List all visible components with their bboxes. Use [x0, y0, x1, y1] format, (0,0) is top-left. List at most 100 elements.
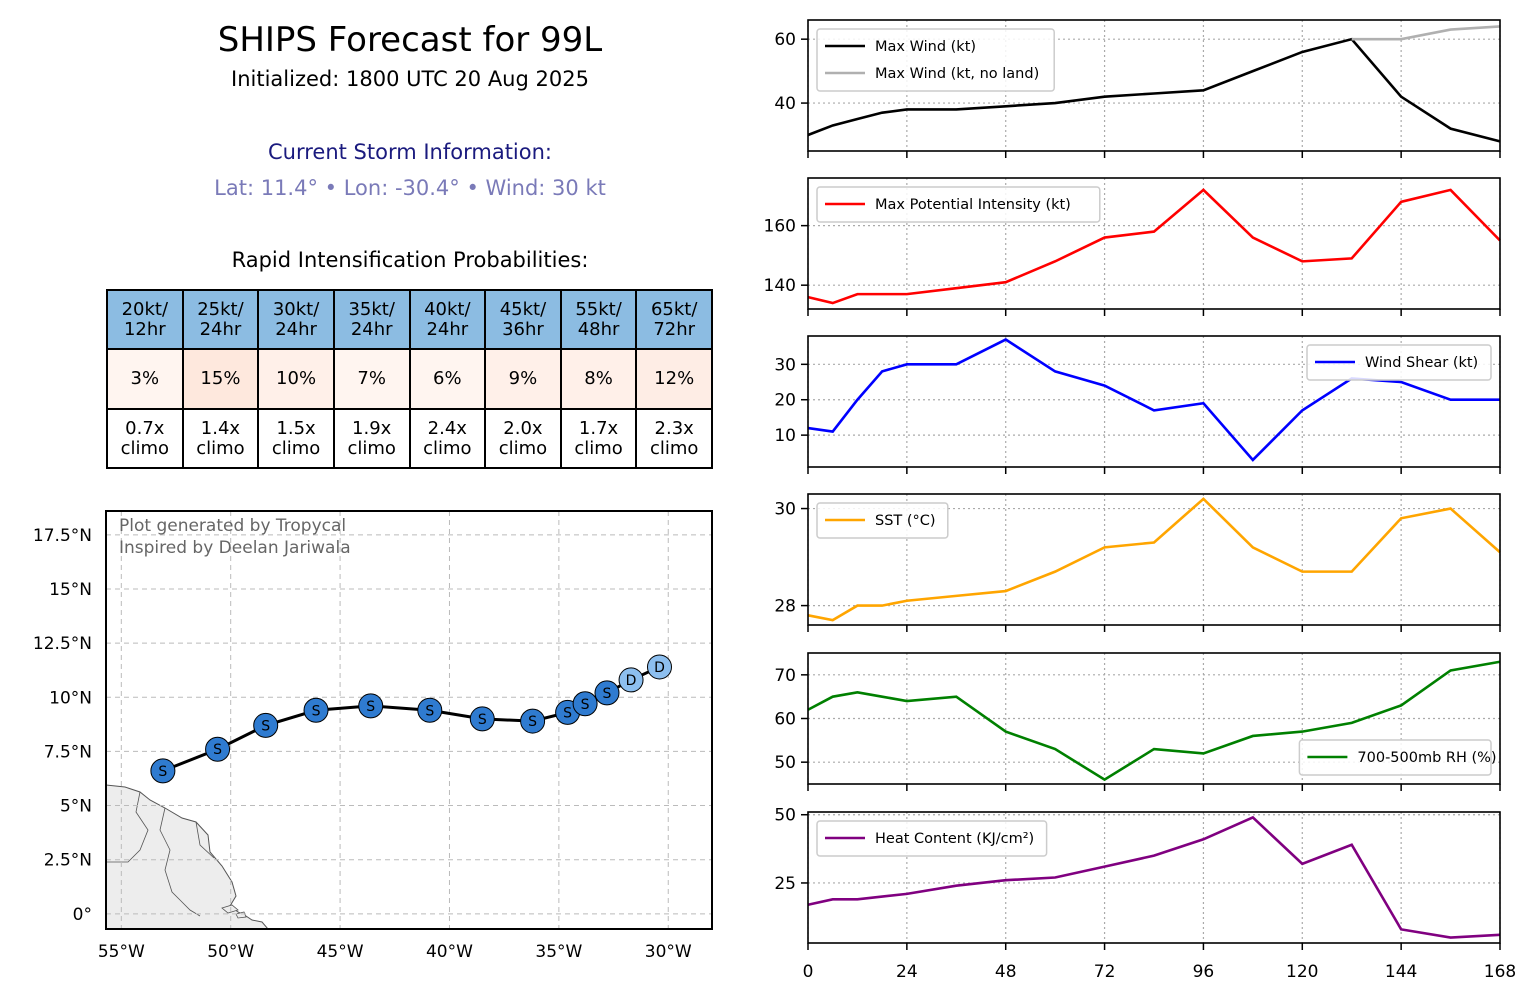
legend-box [816, 28, 1055, 92]
ri-probability-row: 3% 15% 10% 7% 6% 9% 8% 12% [106, 348, 713, 410]
track-point-label: S [581, 697, 590, 713]
legend-box [816, 502, 949, 539]
track-point-label: S [261, 718, 270, 734]
track-point-label: S [213, 742, 222, 758]
ri-climo: 1.7x climo [559, 408, 638, 469]
ri-climo: 1.5x climo [257, 408, 335, 469]
ri-probability: 7% [332, 348, 411, 410]
y-tick-label: 30 [774, 355, 796, 375]
legend-box [816, 820, 1048, 857]
ri-climo: 2.4x climo [408, 408, 487, 469]
legend-box [1298, 739, 1492, 776]
track-point [303, 697, 329, 723]
x-tick-label: 120 [1286, 962, 1318, 982]
track-point [253, 712, 279, 738]
legend-label: Max Potential Intensity (kt) [875, 197, 1071, 213]
lat-tick-label: 5°N [60, 797, 92, 817]
page-title: SHIPS Forecast for 99L [217, 20, 603, 60]
track-point-label: S [158, 764, 167, 780]
ri-probability: 8% [559, 348, 638, 410]
track-map: 55°W 50°W 45°W 40°W 35°W 30°W 0° 2.5°N 5°N 7.5°N 1… [33, 510, 713, 962]
series-line [807, 497, 1501, 622]
chart-panel-4: 28 30 SST (°C) [774, 493, 1501, 632]
ri-climo: 2.0x climo [484, 408, 562, 469]
ri-probability: 3% [106, 348, 184, 410]
legend-label: Max Wind (kt) [875, 39, 976, 55]
ri-col-header: 35kt/ 24hr [332, 289, 411, 350]
ri-climo: 1.4x climo [181, 408, 260, 469]
legend-box [816, 186, 1101, 223]
ri-probability: 6% [408, 348, 487, 410]
legend-label: Wind Shear (kt) [1365, 355, 1478, 371]
track-point-label: D [654, 660, 665, 676]
lon-tick-label: 35°W [535, 942, 582, 962]
y-tick-label: 10 [774, 426, 796, 446]
ri-climo: 0.7x climo [106, 408, 184, 469]
lon-tick-label: 55°W [98, 942, 145, 962]
y-tick-label: 60 [774, 710, 796, 730]
ri-climo-row: 0.7x climo 1.4x climo 1.5x climo 1.9x cl… [106, 408, 713, 469]
series-line [807, 660, 1501, 782]
track-point-label: S [478, 712, 487, 728]
track-point [150, 758, 176, 784]
chart-panel-3: 10 20 30 Wind Shear (kt) [774, 335, 1501, 474]
south-america-landmass [106, 784, 269, 929]
y-tick-label: 60 [774, 30, 796, 50]
chart-legend: Wind Shear (kt) [1306, 344, 1492, 381]
ri-table: 20kt/ 12hr 25kt/ 24hr 30kt/ 24hr 35kt/ 2… [106, 289, 713, 469]
storm-track-line [162, 665, 661, 773]
ships-panels: 40 60 Max Wind (kt) Max Wind (kt, no land) 1… [764, 19, 1516, 982]
ri-heading: Rapid Intensification Probabilities: [231, 248, 589, 272]
track-point-label: S [563, 705, 572, 721]
legend-label: 700-500mb RH (%) [1357, 750, 1496, 766]
track-point-label: S [603, 686, 612, 702]
lon-tick-label: 40°W [426, 942, 473, 962]
panel-frame [807, 19, 1501, 152]
chart-panel-6: 25 50 Heat Content (KJ/cm²) [774, 806, 1501, 950]
series-line [1351, 25, 1501, 41]
y-tick-label: 70 [774, 666, 796, 686]
x-tick-label: 48 [995, 962, 1017, 982]
x-tick-label: 96 [1193, 962, 1215, 982]
panel-frame [807, 493, 1501, 626]
ri-climo: 1.9x climo [332, 408, 411, 469]
chart-legend: Heat Content (KJ/cm²) [816, 820, 1048, 857]
map-ticks: 55°W 50°W 45°W 40°W 35°W 30°W 0° 2.5°N 5°N 7.5°N 1… [33, 526, 692, 962]
x-tick-label: 144 [1385, 962, 1417, 982]
credit-generated: Plot generated by Tropycal [119, 516, 346, 536]
track-point [417, 697, 443, 723]
ri-probability: 9% [484, 348, 562, 410]
lat-tick-label: 17.5°N [33, 526, 92, 546]
track-point-label: S [312, 703, 321, 719]
ri-climo: 2.3x climo [635, 408, 713, 469]
lon-tick-label: 45°W [317, 942, 364, 962]
x-tick-label: 72 [1094, 962, 1116, 982]
chart-panel-1: 40 60 Max Wind (kt) Max Wind (kt, no land) [774, 19, 1501, 158]
ri-col-header: 65kt/ 72hr [635, 289, 713, 350]
x-tick-label: 168 [1484, 962, 1516, 982]
lon-tick-label: 30°W [645, 942, 692, 962]
ri-col-header: 25kt/ 24hr [181, 289, 260, 350]
chart-legend: SST (°C) [816, 502, 949, 539]
panel-frame [807, 652, 1501, 785]
track-point-label: S [425, 703, 434, 719]
track-point [572, 691, 598, 717]
x-tick-label: 24 [896, 962, 918, 982]
lat-tick-label: 0° [73, 905, 92, 925]
panel-frame [807, 177, 1501, 310]
credit-inspired: Inspired by Deelan Jariwala [119, 538, 351, 558]
y-tick-label: 50 [774, 806, 796, 826]
lat-tick-label: 12.5°N [33, 634, 92, 654]
ri-header-row: 20kt/ 12hr 25kt/ 24hr 30kt/ 24hr 35kt/ 2… [106, 289, 713, 350]
ri-probability: 15% [181, 348, 260, 410]
y-tick-label: 140 [764, 276, 796, 296]
series-line [807, 815, 1501, 939]
y-tick-label: 160 [764, 217, 796, 237]
y-tick-label: 50 [774, 753, 796, 773]
y-tick-label: 40 [774, 94, 796, 114]
legend-label: Max Wind (kt, no land) [875, 66, 1039, 82]
track-point [618, 667, 644, 693]
legend-box [1306, 344, 1492, 381]
ri-col-header: 45kt/ 36hr [484, 289, 562, 350]
